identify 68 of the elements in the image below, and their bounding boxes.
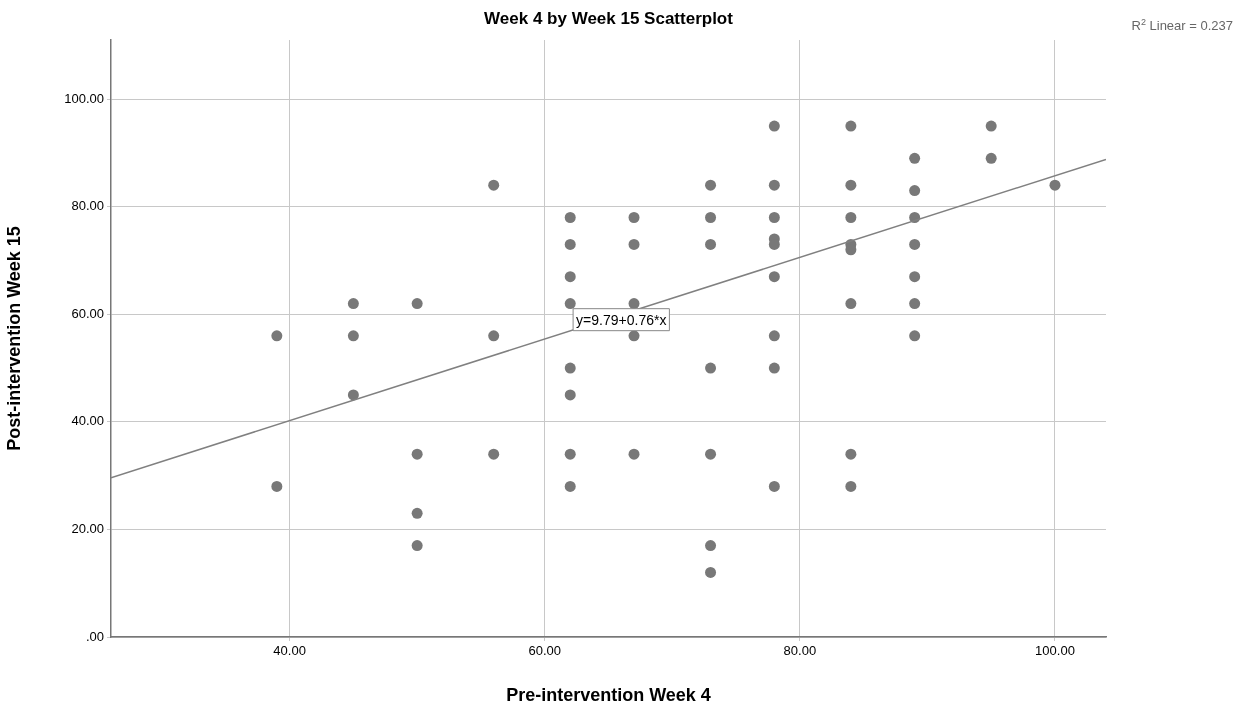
point — [768, 480, 780, 492]
point — [564, 238, 576, 250]
point — [845, 211, 857, 223]
point — [768, 120, 780, 132]
y-tick-label: 20.00 — [71, 521, 104, 537]
y-tick-label: 40.00 — [71, 413, 104, 429]
point — [768, 330, 780, 342]
point — [271, 330, 283, 342]
annotation: y=9.79+0.76*x — [576, 311, 667, 328]
point — [705, 238, 717, 250]
point — [705, 566, 717, 578]
x-axis-title: Pre-intervention Week 4 — [506, 685, 711, 706]
point — [705, 448, 717, 460]
point — [488, 448, 500, 460]
x-tick-label: 60.00 — [528, 643, 561, 659]
point — [845, 179, 857, 191]
point — [628, 298, 640, 310]
x-tick-label: 40.00 — [273, 643, 306, 659]
x-tick-label: 100.00 — [1035, 643, 1075, 659]
point — [628, 448, 640, 460]
y-tick-label: 80.00 — [71, 198, 104, 214]
point — [909, 185, 921, 197]
point — [909, 330, 921, 342]
point — [705, 211, 717, 223]
point — [768, 211, 780, 223]
point — [845, 448, 857, 460]
point — [705, 179, 717, 191]
point — [271, 480, 283, 492]
x-tick-label: 80.00 — [783, 643, 817, 659]
point — [411, 448, 423, 460]
point — [705, 362, 717, 374]
point — [628, 211, 640, 223]
point — [985, 120, 997, 132]
point — [564, 448, 576, 460]
point — [1049, 179, 1061, 191]
chart-title: Week 4 by Week 15 Scatterplot — [484, 9, 734, 28]
point — [909, 238, 921, 250]
point — [985, 152, 997, 164]
point — [845, 298, 857, 310]
point — [564, 298, 576, 310]
y-tick-label: 100.00 — [64, 90, 104, 106]
point — [564, 271, 576, 283]
point — [488, 179, 500, 191]
point — [705, 540, 717, 552]
point — [411, 507, 423, 519]
point — [628, 238, 640, 250]
point — [845, 480, 857, 492]
point — [564, 362, 576, 374]
point — [347, 330, 359, 342]
y-axis-title: Post-intervention Week 15 — [3, 226, 24, 451]
y-tick-label: .00 — [85, 628, 104, 644]
point — [909, 271, 921, 283]
point — [909, 298, 921, 310]
point — [564, 389, 576, 401]
point — [564, 480, 576, 492]
point — [564, 211, 576, 223]
point — [347, 389, 359, 401]
point — [628, 330, 640, 342]
point — [768, 179, 780, 191]
point — [768, 362, 780, 374]
point — [845, 120, 857, 132]
point — [909, 152, 921, 164]
point — [347, 298, 359, 310]
point — [488, 330, 500, 342]
point — [411, 298, 423, 310]
point — [768, 271, 780, 283]
point — [411, 540, 423, 552]
y-tick-label: 60.00 — [71, 305, 104, 321]
